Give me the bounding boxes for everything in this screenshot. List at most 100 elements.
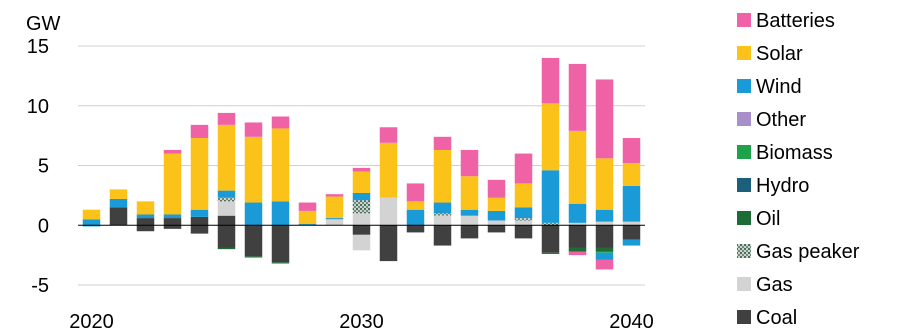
- bar-segment: [352, 213, 371, 226]
- bar-segment: [190, 216, 209, 226]
- bar-segment: [487, 179, 506, 198]
- bar-segment: [352, 234, 371, 251]
- bar-segment: [325, 218, 344, 220]
- x-tick-label: 2040: [609, 311, 654, 331]
- bar-segment: [271, 116, 290, 129]
- bar-segment: [352, 167, 371, 172]
- bar-segment: [514, 220, 533, 226]
- legend-swatch: [737, 277, 751, 291]
- bar-segment: [298, 224, 317, 226]
- y-axis-title: GW: [26, 13, 61, 35]
- bar-segment: [541, 222, 560, 226]
- bar-segment: [406, 183, 425, 202]
- bar-segment: [568, 130, 587, 204]
- bar-segment: [595, 259, 614, 270]
- bar-segment: [541, 57, 560, 104]
- bar-segment: [244, 225, 263, 257]
- bar-segment: [136, 201, 155, 215]
- bar-segment: [433, 215, 452, 226]
- bar-segment: [190, 138, 209, 210]
- bar-segment: [190, 209, 209, 217]
- bar-segment: [622, 225, 641, 240]
- y-tick-label: 15: [27, 36, 49, 58]
- bar-segment: [568, 225, 587, 248]
- bar-segment: [595, 209, 614, 222]
- legend-label: Gas: [756, 274, 793, 296]
- legend-swatch: [737, 244, 751, 258]
- bar-segment: [217, 215, 236, 226]
- legend-swatch: [737, 145, 751, 159]
- bar-segment: [82, 225, 101, 227]
- bar-segment: [460, 176, 479, 210]
- legend-label: Hydro: [756, 175, 809, 197]
- bar-segment: [595, 79, 614, 159]
- bar-segment: [244, 256, 263, 258]
- bar-segment: [325, 194, 344, 197]
- bar-segment: [217, 124, 236, 191]
- bar-segment: [595, 251, 614, 253]
- bar-segment: [352, 225, 371, 235]
- bar-segment: [163, 149, 182, 154]
- bar-segment: [541, 225, 560, 253]
- bar-segment: [352, 200, 371, 214]
- bar-segment: [298, 210, 317, 225]
- bar-segment: [271, 262, 290, 264]
- bar-segment: [595, 225, 614, 248]
- legend-label: Biomass: [756, 142, 833, 164]
- x-axis-ticks: 2020 2030 2040: [69, 311, 654, 331]
- legend-swatch: [737, 112, 751, 126]
- legend-label: Oil: [756, 208, 780, 230]
- bar-segment: [541, 170, 560, 223]
- legend-label: Coal: [756, 307, 797, 329]
- bar-segment: [244, 122, 263, 137]
- legend-swatch: [737, 178, 751, 192]
- bar-segment: [163, 214, 182, 219]
- bar-segment: [514, 218, 533, 221]
- bar-segment: [514, 207, 533, 219]
- bar-segment: [217, 225, 236, 248]
- bar-segment: [514, 153, 533, 184]
- bar-segment: [82, 209, 101, 220]
- bar-segment: [460, 209, 479, 216]
- bar-segment: [487, 220, 506, 226]
- bar-segment: [595, 247, 614, 252]
- legend-label: Wind: [756, 76, 802, 98]
- bar-segment: [433, 225, 452, 246]
- bar-segment: [163, 218, 182, 226]
- x-tick-label: 2020: [69, 311, 114, 331]
- bar-segment: [271, 201, 290, 226]
- bar-segment: [136, 225, 155, 232]
- bar-segment: [190, 225, 209, 234]
- bar-segment: [595, 158, 614, 210]
- bar-segment: [109, 189, 128, 199]
- bar-segment: [217, 190, 236, 198]
- bar-segment: [217, 112, 236, 125]
- bar-segment: [352, 192, 371, 201]
- bar-segment: [379, 127, 398, 143]
- legend-label: Gas peaker: [756, 241, 860, 263]
- bar-segment: [352, 171, 371, 193]
- bar-segment: [622, 221, 641, 226]
- bar-segment: [433, 202, 452, 214]
- y-tick-label: 5: [38, 156, 49, 178]
- bar-segment: [595, 221, 614, 226]
- legend-label: Batteries: [756, 10, 835, 32]
- bar-segment: [433, 213, 452, 216]
- legend-swatch: [737, 46, 751, 60]
- y-tick-label: -5: [31, 275, 49, 297]
- bar-segment: [109, 207, 128, 226]
- bar-segment: [460, 225, 479, 239]
- y-tick-label: 10: [27, 96, 49, 118]
- bars: [82, 57, 641, 270]
- legend: Batteries Solar Wind Other Biomass Hydro Oil Ga…: [737, 10, 860, 329]
- bar-segment: [406, 225, 425, 233]
- bar-segment: [244, 202, 263, 226]
- bar-segment: [568, 203, 587, 223]
- bar-segment: [136, 214, 155, 219]
- bar-segment: [406, 209, 425, 226]
- bar-segment: [514, 225, 533, 239]
- bar-segment: [514, 183, 533, 208]
- legend-label: Solar: [756, 43, 803, 65]
- bar-segment: [487, 197, 506, 211]
- bar-segment: [82, 219, 101, 226]
